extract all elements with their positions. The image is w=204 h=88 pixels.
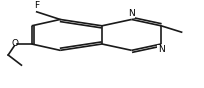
Text: N: N (128, 9, 135, 18)
Text: F: F (34, 1, 39, 10)
Text: O: O (12, 40, 19, 48)
Text: N: N (158, 45, 165, 54)
